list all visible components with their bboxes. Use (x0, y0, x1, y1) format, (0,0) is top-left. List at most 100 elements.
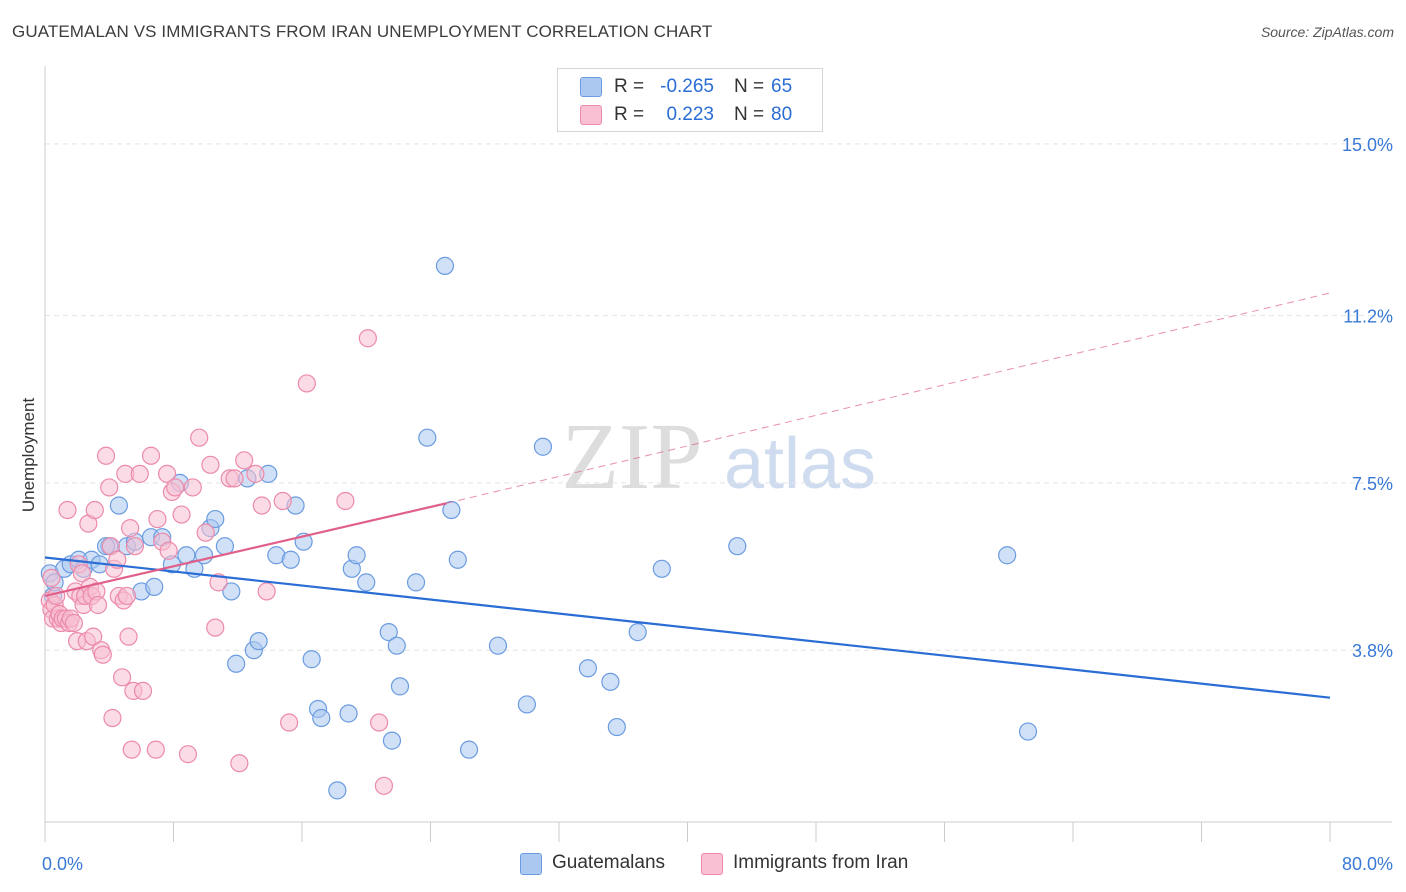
guatemalan-point (517, 695, 536, 714)
guatemalan-point (418, 428, 437, 447)
guatemalan-point (109, 496, 128, 515)
guatemalan-point (206, 509, 225, 529)
guatemalan-point (249, 632, 268, 651)
legend-row-guatemalans: R = -0.265 N = 65 (558, 74, 822, 100)
correlation-legend: R = -0.265 N = 65 R = 0.223 N = 80 (557, 68, 823, 132)
chart-title: GUATEMALAN VS IMMIGRANTS FROM IRAN UNEMP… (12, 22, 713, 41)
guatemalan-point (145, 577, 164, 596)
guatemalan-point (1018, 722, 1038, 741)
iran-point (64, 613, 84, 633)
watermark-zip: ZIP (562, 405, 703, 509)
legend-label-guatemalans: Guatemalans (552, 852, 666, 873)
iran-point (125, 537, 145, 556)
iran-point (358, 329, 377, 348)
guatemalan-point (728, 537, 747, 556)
legend-swatch-guatemalans (580, 77, 602, 97)
guatemalan-point (459, 740, 479, 759)
r-label: R = (614, 76, 645, 97)
guatemalan-point (222, 582, 241, 601)
chart-source: Source: ZipAtlas.com (1260, 24, 1394, 40)
iran-point (42, 568, 61, 587)
guatemalan-point (652, 559, 671, 578)
iran-point (148, 509, 167, 529)
iran-point (121, 519, 140, 538)
guatemalan-point (533, 437, 553, 456)
iran-point (84, 627, 103, 646)
iran-point (112, 668, 132, 687)
iran-point (117, 586, 137, 606)
guatemalan-point (281, 550, 300, 569)
legend-swatch-guatemalans (520, 853, 542, 875)
iran-point (122, 740, 141, 759)
iran-point (130, 464, 149, 483)
x-tick-label: 0.0% (42, 854, 83, 874)
watermark-atlas: atlas (724, 424, 876, 504)
guatemalan-point (435, 256, 455, 275)
iran-point (370, 713, 389, 732)
guatemalan-point (390, 677, 410, 696)
guatemalan-point (406, 573, 426, 592)
iran-point (201, 455, 220, 474)
iran-trend-extension (446, 292, 1331, 504)
guatemalan-point (227, 654, 246, 673)
iran-point (146, 740, 165, 759)
legend-row-iran: R = 0.223 N = 80 (558, 102, 822, 128)
guatemalan-point (382, 731, 402, 750)
guatemalan-point (442, 500, 461, 520)
x-tick-labels: 0.0% 80.0% (42, 854, 1393, 874)
iran-point (178, 745, 198, 764)
n-value: 65 (771, 76, 793, 97)
guatemalan-point (339, 704, 358, 723)
iran-point (206, 618, 225, 637)
gridlines (45, 143, 1392, 651)
iran-point (85, 500, 104, 520)
iran-point (119, 627, 138, 646)
iran-point (93, 645, 112, 664)
iran-point (157, 464, 177, 483)
n-value: 80 (771, 104, 793, 125)
iran-point (141, 446, 161, 465)
guatemalan-point (998, 546, 1017, 565)
iran-point (230, 754, 249, 773)
legend-label-iran: Immigrants from Iran (733, 852, 909, 873)
guatemalan-point (347, 546, 366, 565)
guatemalan-point (448, 550, 467, 569)
guatemalan-trend-line (44, 556, 1331, 699)
iran-point (246, 464, 265, 483)
iran-point (133, 681, 153, 700)
iran-point (273, 491, 292, 511)
iran-point (209, 573, 228, 592)
guatemalan-point (601, 672, 620, 691)
legend-swatch-iran (580, 105, 602, 125)
iran-point (166, 478, 185, 497)
y-tick-label: 15.0% (1342, 135, 1393, 155)
iran-point (257, 582, 276, 601)
y-axis-label: Unemployment (19, 398, 38, 513)
guatemalan-point (607, 717, 626, 737)
guatemalan-point (488, 636, 508, 655)
guatemalan-point (312, 708, 331, 728)
trend-lines (44, 292, 1331, 699)
x-tick-label: 80.0% (1342, 854, 1393, 874)
guatemalan-point (328, 781, 347, 800)
axes (44, 66, 1392, 842)
iran-point (225, 469, 244, 488)
data-points (40, 256, 1038, 800)
iran-point (374, 776, 394, 795)
y-tick-label: 11.2% (1343, 307, 1393, 327)
iran-point (297, 374, 316, 393)
n-label: N = (734, 76, 765, 97)
iran-point (58, 500, 77, 520)
iran-point (183, 478, 202, 497)
y-tick-label: 7.5% (1352, 474, 1393, 494)
iran-trend-line (44, 502, 447, 598)
watermark: ZIP atlas (562, 405, 877, 509)
guatemalan-point (578, 659, 598, 678)
r-label: R = (614, 104, 645, 125)
iran-point (88, 595, 108, 615)
iran-point (172, 505, 191, 524)
iran-point (103, 708, 122, 728)
iran-point (235, 451, 254, 470)
guatemalan-point (357, 573, 376, 592)
iran-point (47, 586, 66, 606)
